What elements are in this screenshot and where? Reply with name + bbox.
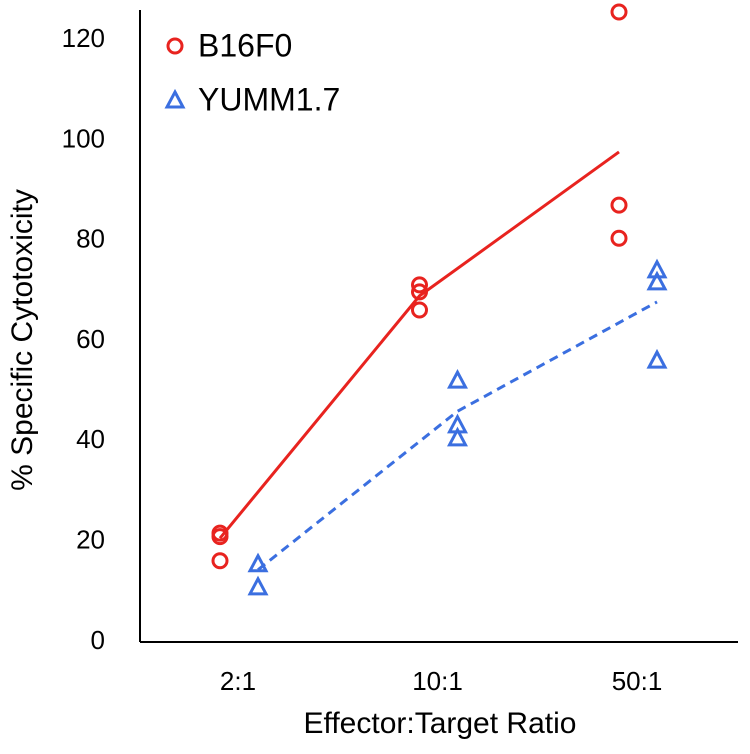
mean-line bbox=[257, 300, 658, 571]
x-tick-label: 10:1 bbox=[412, 666, 463, 696]
y-tick-label: 40 bbox=[76, 424, 105, 454]
y-tick-label: 0 bbox=[91, 625, 105, 655]
data-point bbox=[646, 348, 668, 369]
data-point bbox=[610, 3, 628, 21]
data-point bbox=[211, 552, 229, 570]
legend-label: YUMM1.7 bbox=[198, 81, 340, 117]
data-point bbox=[411, 301, 428, 319]
y-tick-label: 100 bbox=[62, 123, 105, 153]
x-axis-title: Effector:Target Ratio bbox=[304, 707, 577, 740]
legend-label: B16F0 bbox=[198, 27, 292, 63]
data-point bbox=[447, 368, 468, 389]
legend-marker bbox=[164, 88, 186, 109]
data-point bbox=[610, 229, 628, 247]
data-point bbox=[247, 575, 269, 596]
y-axis-title: % Specific Cytotoxicity bbox=[6, 189, 39, 491]
legend-marker bbox=[166, 37, 184, 55]
data-point bbox=[447, 426, 468, 447]
y-tick-label: 80 bbox=[76, 224, 105, 254]
x-tick-label: 2:1 bbox=[220, 666, 256, 696]
y-tick-label: 20 bbox=[76, 525, 105, 555]
mean-line bbox=[218, 150, 620, 540]
y-tick-label: 120 bbox=[62, 23, 105, 53]
data-point bbox=[411, 283, 428, 301]
data-point bbox=[247, 552, 269, 573]
data-point bbox=[610, 196, 628, 214]
data-point bbox=[211, 528, 229, 546]
data-point bbox=[411, 276, 428, 294]
y-tick-label: 60 bbox=[76, 324, 105, 354]
x-tick-label: 50:1 bbox=[612, 666, 663, 696]
data-point bbox=[646, 270, 668, 291]
